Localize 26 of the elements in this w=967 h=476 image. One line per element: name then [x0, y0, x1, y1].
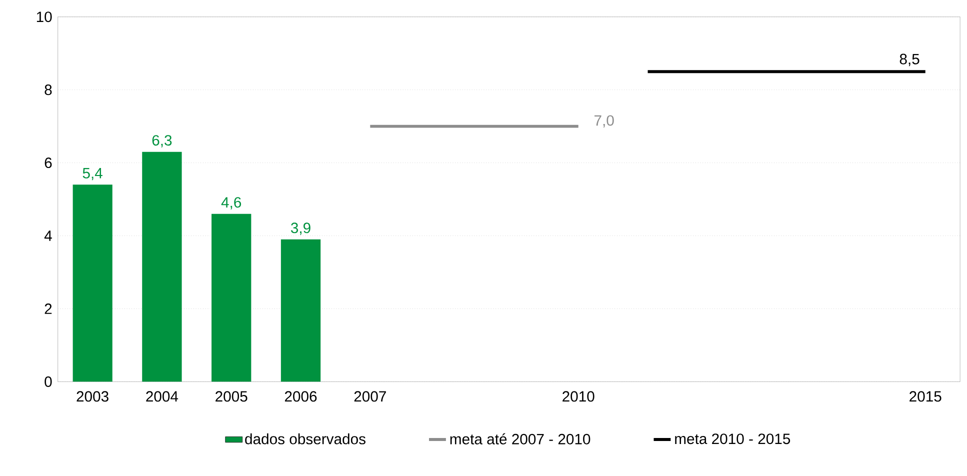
y-tick-label: 0: [44, 376, 52, 388]
x-tick-label: 2005: [216, 391, 248, 402]
y-tick-label: 2: [44, 304, 52, 314]
y-tick-label: 10: [36, 12, 52, 22]
legend-label: dados observados: [245, 433, 366, 444]
x-tick-label: 2010: [562, 391, 594, 402]
x-tick-label: 2006: [284, 391, 317, 402]
y-tick-label: 8: [44, 84, 52, 96]
bar: [280, 239, 321, 382]
data-label: 6,3: [152, 135, 172, 148]
data-label: 5,4: [82, 168, 102, 180]
x-tick-label: 2003: [76, 391, 108, 402]
data-label: 7,0: [594, 115, 614, 128]
bar: [212, 214, 252, 382]
y-tick-label: 6: [44, 158, 52, 168]
bar: [142, 152, 182, 382]
legend-label: meta 2010 - 2015: [675, 434, 790, 444]
bar: [72, 184, 112, 382]
data-label: 3,9: [290, 222, 310, 235]
legend-label: meta até 2007 - 2010: [450, 433, 590, 444]
data-label: 8,5: [900, 54, 920, 66]
data-label: 4,6: [221, 197, 242, 210]
x-tick-label: 2015: [910, 391, 942, 402]
y-tick-label: 4: [44, 230, 52, 241]
x-tick-label: 2007: [354, 391, 386, 402]
x-tick-label: 2004: [146, 391, 178, 402]
